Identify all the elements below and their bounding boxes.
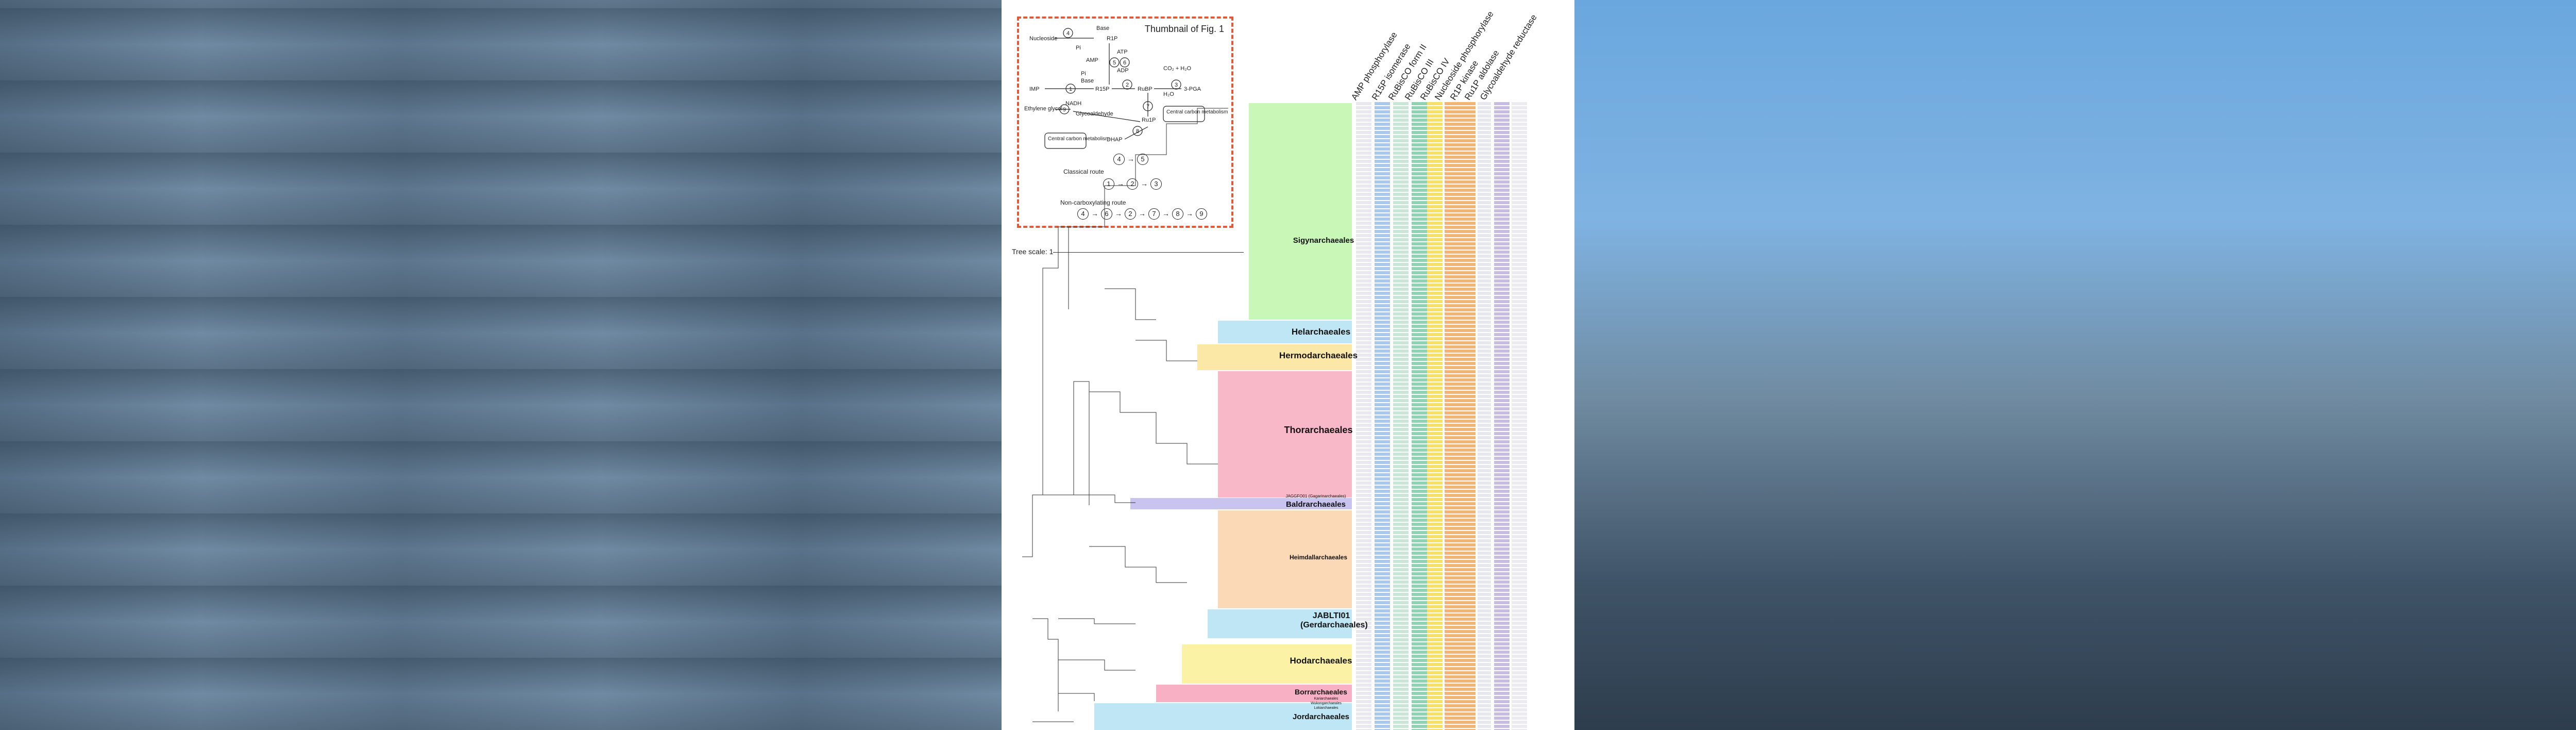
label-pi2: Pi bbox=[1081, 71, 1086, 77]
clade-box-hodarchaeales bbox=[1182, 644, 1352, 684]
central-carbon-label-2: Central carbon metabolism bbox=[1048, 136, 1110, 142]
clade-label-gerdarchaeales: JABLTI01 (Gerdarchaeales) bbox=[1300, 611, 1368, 629]
clade-box-helarchaeales bbox=[1218, 321, 1352, 343]
label-r1p: R1P bbox=[1107, 36, 1117, 42]
label-glycoaldehyde: Glycoaldehyde bbox=[1076, 111, 1113, 117]
label-ru1p: Ru1P bbox=[1142, 117, 1156, 123]
clade-box-gerdarchaeales bbox=[1208, 609, 1352, 638]
heatmap-column-1 bbox=[1356, 102, 1371, 730]
heatmap-column-3 bbox=[1393, 102, 1409, 730]
classical-route-diagram: 4 → 5 bbox=[1112, 154, 1150, 165]
clade-label-heimdallarchaeales: Heimdallarchaeales bbox=[1289, 554, 1348, 561]
label-amp: AMP bbox=[1086, 57, 1098, 63]
svg-text:1: 1 bbox=[1069, 86, 1072, 92]
clade-label-helarchaeales: Helarchaeales bbox=[1291, 327, 1351, 337]
clade-box-thorarchaeales bbox=[1218, 371, 1352, 497]
clade-box-heimdallarchaeales bbox=[1218, 510, 1352, 608]
svg-text:3: 3 bbox=[1175, 82, 1178, 88]
label-r15p: R15P bbox=[1095, 86, 1110, 92]
svg-text:2: 2 bbox=[1126, 82, 1129, 88]
tree-scale-bar bbox=[1053, 252, 1244, 253]
clade-box-hermodarchaeales bbox=[1197, 344, 1352, 370]
label-nadh: NADH bbox=[1065, 101, 1081, 107]
label-3pga: 3-PGA bbox=[1184, 86, 1201, 92]
clade-label-kariarchaeales: Kariarchaeales bbox=[1314, 697, 1338, 701]
clade-label-borrarchaeales: Borrarchaeales bbox=[1295, 688, 1347, 696]
label-adp: ADP bbox=[1117, 68, 1129, 74]
svg-text:9: 9 bbox=[1063, 107, 1066, 113]
clade-box-sigynarchaeales bbox=[1249, 103, 1352, 320]
clade-label-lokiarchaeales: Lokiarchaeales bbox=[1314, 706, 1338, 710]
phylogenetic-tree bbox=[1022, 108, 1228, 722]
noncarboxylating-route-label: Non-carboxylating route bbox=[1060, 199, 1126, 206]
label-base: Base bbox=[1096, 25, 1109, 31]
svg-text:4: 4 bbox=[1066, 30, 1070, 37]
label-ethylene: Ethylene glycol bbox=[1024, 106, 1062, 112]
clade-box-borrarchaeales bbox=[1156, 685, 1352, 702]
heatmap-column-5 bbox=[1427, 102, 1443, 730]
label-pi: Pi bbox=[1076, 45, 1081, 51]
label-dhap: DHAP bbox=[1107, 137, 1123, 143]
phylogenetic-figure-panel: Thumbnail of Fig. 1 Nucleoside Base R1P … bbox=[1002, 0, 1574, 730]
heatmap-column-4 bbox=[1412, 102, 1427, 730]
clade-label-thorarchaeales: Thorarchaeales bbox=[1284, 425, 1353, 435]
heatmap-column-8 bbox=[1494, 102, 1510, 730]
svg-text:6: 6 bbox=[1123, 60, 1126, 66]
heatmap-column-7 bbox=[1478, 102, 1491, 730]
clade-label-jordarchaeales: Jordarchaeales bbox=[1292, 712, 1350, 721]
clade-label-hodarchaeales: Hodarchaeales bbox=[1290, 656, 1352, 666]
clade-label-wukongarchaeales: Wukongarchaeales bbox=[1311, 702, 1342, 705]
clade-label-baldrarchaeales: Baldrarchaeales bbox=[1286, 500, 1346, 509]
classical-route-label: Classical route bbox=[1063, 168, 1104, 175]
noncarboxylating-route-diagram: 4 → 6 → 2 → 7 → 8 → 9 bbox=[1076, 208, 1209, 220]
svg-text:5: 5 bbox=[1113, 60, 1116, 66]
label-imp: IMP bbox=[1029, 86, 1040, 92]
clade-label-gagarinarchaeales: JAGGFO01 (Gagarinarchaeales) bbox=[1285, 494, 1346, 499]
thumbnail-title: Thumbnail of Fig. 1 bbox=[1144, 24, 1224, 34]
thumbnail-pathway-diagram: Nucleoside Base R1P Pi AMP ATP ADP Pi Ba… bbox=[1024, 25, 1228, 149]
label-base2: Base bbox=[1081, 78, 1094, 84]
tree-scale-label: Tree scale: 1 bbox=[1012, 247, 1054, 256]
label-co2: CO₂ + H₂O bbox=[1163, 65, 1192, 72]
heatmap-column-9 bbox=[1512, 102, 1527, 730]
clade-box-baldrarchaeales bbox=[1130, 498, 1352, 509]
label-nucleoside: Nucleoside bbox=[1029, 36, 1057, 42]
clade-box-jordarchaeales bbox=[1094, 703, 1352, 730]
svg-text:8: 8 bbox=[1136, 128, 1139, 135]
heatmap-column-2 bbox=[1375, 102, 1390, 730]
blurred-building-background-left bbox=[0, 0, 1002, 730]
label-h2o: H₂O bbox=[1163, 91, 1174, 97]
label-rubp: RuBP bbox=[1138, 86, 1153, 92]
svg-text:7: 7 bbox=[1146, 104, 1149, 110]
clade-label-hermodarchaeales: Hermodarchaeales bbox=[1279, 351, 1358, 360]
blurred-building-background-right bbox=[1574, 0, 2576, 730]
clade-label-sigynarchaeales: Sigynarchaeales bbox=[1293, 236, 1354, 245]
label-atp: ATP bbox=[1117, 49, 1128, 55]
heatmap-column-6 bbox=[1445, 102, 1476, 730]
